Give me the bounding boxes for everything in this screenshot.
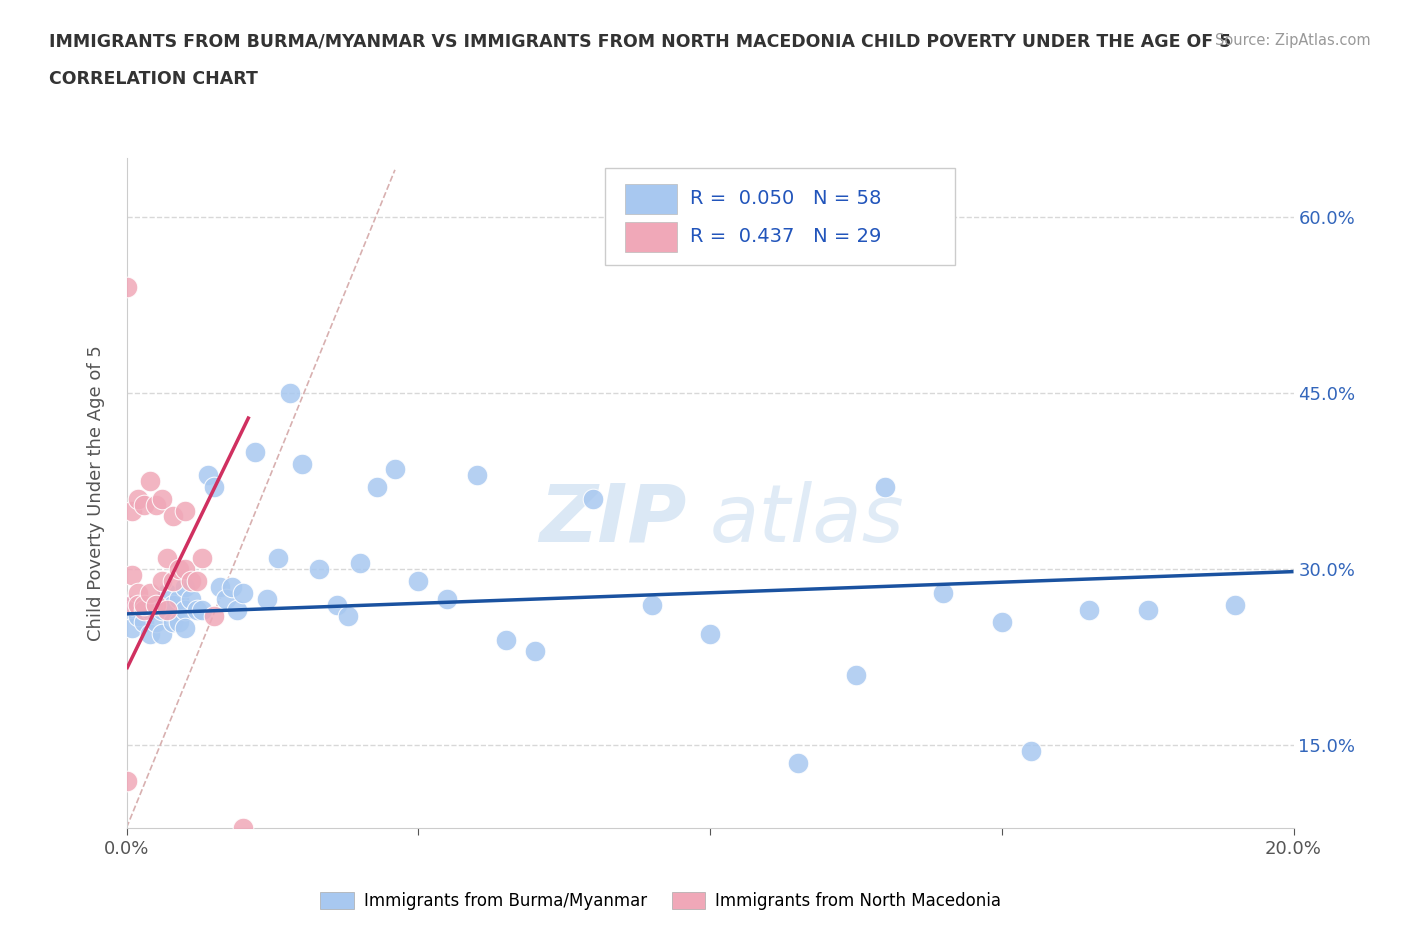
Point xyxy=(495,632,517,647)
Point xyxy=(139,473,162,488)
Point xyxy=(232,585,254,600)
Point xyxy=(180,591,202,606)
Point xyxy=(132,597,155,612)
Point xyxy=(115,280,138,295)
Point xyxy=(174,603,197,618)
Point xyxy=(150,603,173,618)
Point xyxy=(1019,744,1042,759)
Point xyxy=(162,574,184,589)
Point xyxy=(174,579,197,594)
Point xyxy=(1136,603,1159,618)
Point xyxy=(139,585,162,600)
Point xyxy=(174,562,197,577)
Point xyxy=(156,585,179,600)
Point xyxy=(1223,597,1246,612)
Point xyxy=(127,585,149,600)
Point xyxy=(337,609,360,624)
Point xyxy=(132,498,155,512)
Text: CORRELATION CHART: CORRELATION CHART xyxy=(49,70,259,87)
Point xyxy=(349,556,371,571)
Point xyxy=(121,603,143,618)
Point xyxy=(186,574,208,589)
Point xyxy=(127,597,149,612)
Point xyxy=(232,820,254,835)
Point xyxy=(150,491,173,506)
Point xyxy=(156,603,179,618)
Text: atlas: atlas xyxy=(710,481,905,559)
Point xyxy=(875,480,897,495)
Point xyxy=(197,468,219,483)
Point xyxy=(162,615,184,630)
Text: ZIP: ZIP xyxy=(540,481,686,559)
Point xyxy=(524,644,547,659)
Point xyxy=(408,574,430,589)
Point xyxy=(932,585,955,600)
Point xyxy=(162,597,184,612)
Point xyxy=(145,615,167,630)
Point xyxy=(191,550,214,565)
Point xyxy=(167,615,190,630)
Point xyxy=(167,591,190,606)
Point xyxy=(121,620,143,635)
Point xyxy=(150,574,173,589)
Point xyxy=(132,597,155,612)
Point xyxy=(243,445,266,459)
Point xyxy=(325,597,347,612)
Point xyxy=(202,480,225,495)
Point xyxy=(174,503,197,518)
Point xyxy=(845,668,868,683)
Text: Source: ZipAtlas.com: Source: ZipAtlas.com xyxy=(1215,33,1371,47)
Point xyxy=(215,591,238,606)
FancyBboxPatch shape xyxy=(624,183,678,214)
FancyBboxPatch shape xyxy=(624,221,678,252)
Point xyxy=(156,550,179,565)
Point xyxy=(221,579,243,594)
Point xyxy=(132,603,155,618)
Point xyxy=(145,597,167,612)
Point xyxy=(256,591,278,606)
FancyBboxPatch shape xyxy=(605,168,955,265)
Point xyxy=(162,509,184,524)
Point xyxy=(278,386,301,401)
Point xyxy=(127,609,149,624)
Point xyxy=(167,562,190,577)
Point xyxy=(139,627,162,642)
Point xyxy=(115,597,138,612)
Point xyxy=(121,567,143,582)
Point xyxy=(436,591,458,606)
Point xyxy=(366,480,388,495)
Point xyxy=(290,456,312,471)
Point xyxy=(121,597,143,612)
Text: R =  0.437   N = 29: R = 0.437 N = 29 xyxy=(690,227,882,246)
Point xyxy=(308,562,330,577)
Point xyxy=(121,503,143,518)
Point xyxy=(191,603,214,618)
Text: R =  0.050   N = 58: R = 0.050 N = 58 xyxy=(690,190,882,208)
Point xyxy=(115,773,138,788)
Point xyxy=(699,627,721,642)
Point xyxy=(145,498,167,512)
Point xyxy=(132,615,155,630)
Text: IMMIGRANTS FROM BURMA/MYANMAR VS IMMIGRANTS FROM NORTH MACEDONIA CHILD POVERTY U: IMMIGRANTS FROM BURMA/MYANMAR VS IMMIGRA… xyxy=(49,33,1232,50)
Point xyxy=(786,756,808,771)
Point xyxy=(127,491,149,506)
Point xyxy=(150,627,173,642)
Point xyxy=(582,491,605,506)
Point xyxy=(384,462,406,477)
Point xyxy=(186,603,208,618)
Point xyxy=(145,597,167,612)
Point xyxy=(202,609,225,624)
Point xyxy=(465,468,488,483)
Point xyxy=(226,603,249,618)
Point xyxy=(267,550,290,565)
Point xyxy=(640,597,664,612)
Point xyxy=(990,615,1012,630)
Point xyxy=(180,574,202,589)
Point xyxy=(139,603,162,618)
Legend: Immigrants from Burma/Myanmar, Immigrants from North Macedonia: Immigrants from Burma/Myanmar, Immigrant… xyxy=(314,885,1008,917)
Point xyxy=(174,620,197,635)
Point xyxy=(208,579,231,594)
Point xyxy=(1078,603,1101,618)
Y-axis label: Child Poverty Under the Age of 5: Child Poverty Under the Age of 5 xyxy=(87,345,105,641)
